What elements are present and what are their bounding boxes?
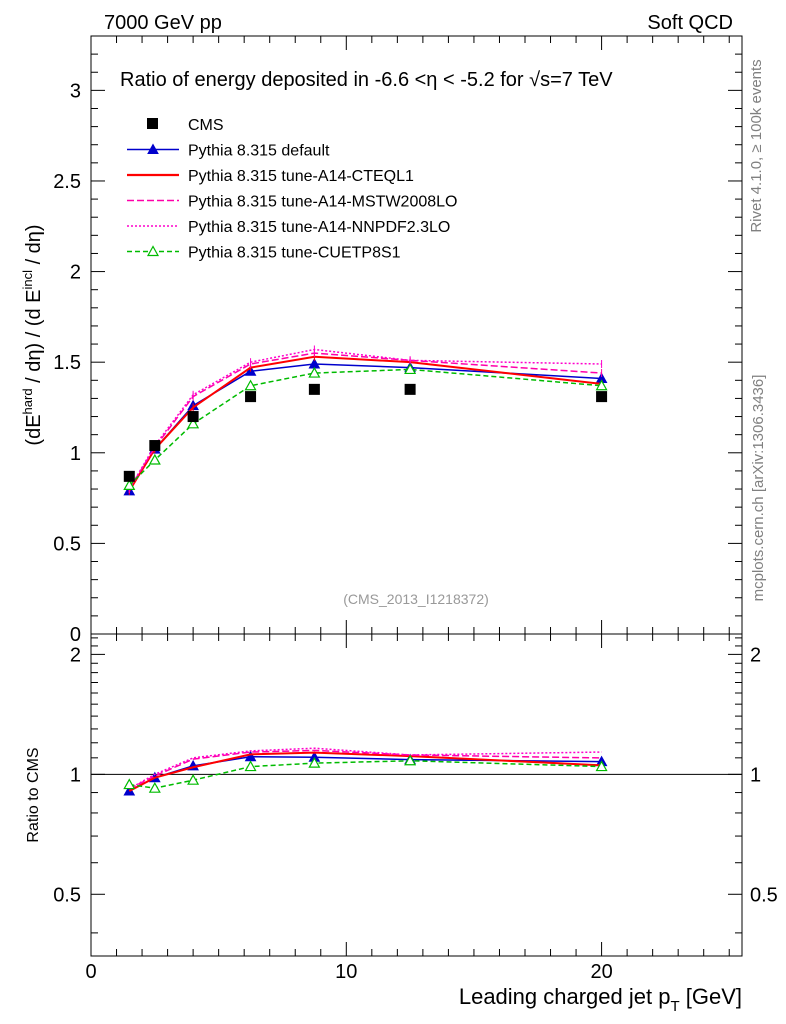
ratio-series-marker: [595, 760, 608, 772]
legend-label-1: Pythia 8.315 tune-A14-CTEQL1: [188, 168, 414, 185]
data-points: [123, 383, 608, 482]
mcplots-label: mcplots.cern.ch [arXiv:1306.3436]: [750, 375, 767, 602]
cms-data-point: [245, 391, 257, 403]
header-left: 7000 GeV pp: [104, 12, 222, 34]
header-right: Soft QCD: [647, 12, 733, 34]
series-marker: [308, 366, 321, 378]
series-marker: [595, 379, 608, 391]
legend: CMS Pythia 8.315 default Pythia 8.315 tune…: [127, 117, 457, 262]
legend-label-2: Pythia 8.315 tune-A14-MSTW2008LO: [188, 194, 457, 211]
ratio-axis-ticks: [90, 36, 742, 956]
legend-label-data: CMS: [188, 117, 224, 134]
legend-label-0: Pythia 8.315 default: [188, 143, 330, 160]
cms-data-point: [123, 470, 135, 482]
ratio-series-marker: [244, 760, 257, 772]
series-marker: [148, 453, 161, 465]
series-marker: [404, 363, 417, 375]
legend-marker-0: [147, 143, 159, 154]
ratio-y-tick-label-right: 1: [750, 764, 761, 786]
cms-data-point: [149, 440, 161, 452]
x-tick-label: 20: [590, 961, 612, 983]
y-axis-label: (dEhard / dη) / (d Eincl / dη): [20, 224, 45, 445]
ratio-y-tick-label: 2: [70, 644, 81, 666]
ratio-series-lines: [123, 747, 608, 796]
y-tick-label: 2.5: [53, 171, 81, 193]
ratio-tick-labels: 0.5 0.5 1 1 2 2: [53, 644, 778, 906]
x-tick-labels: 0 10 20: [85, 961, 612, 983]
cms-data-point: [596, 391, 608, 403]
main-axis-ticks: [90, 53, 742, 648]
ratio-y-tick-label-right: 2: [750, 644, 761, 666]
y-tick-label: 0.5: [53, 533, 81, 555]
x-tick-label: 0: [85, 961, 96, 983]
y-tick-labels: 0 0.5 1 1.5 2 2.5 3: [53, 80, 81, 646]
ratio-series-marker: [187, 773, 200, 785]
legend-marker-4: [146, 245, 160, 257]
cms-data-point: [404, 383, 416, 395]
analysis-watermark: (CMS_2013_I1218372): [343, 591, 489, 607]
ratio-y-tick-label: 0.5: [53, 884, 81, 906]
cms-data-point: [308, 383, 320, 395]
ratio-series-marker: [404, 754, 417, 766]
cms-data-point: [187, 411, 199, 423]
ratio-y-axis-label: Ratio to CMS: [25, 747, 42, 842]
series-marker: [123, 479, 136, 491]
y-tick-label: 1.5: [53, 352, 81, 374]
legend-marker-data: [147, 118, 158, 129]
ratio-series-marker: [123, 778, 136, 790]
x-tick-label: 10: [335, 961, 357, 983]
ratio-y-tick-label: 1: [70, 764, 81, 786]
chart-title: Ratio of energy deposited in -6.6 <η < -…: [120, 69, 613, 91]
series-marker: [187, 417, 200, 429]
x-axis-label: Leading charged jet pT [GeV]: [459, 984, 742, 1015]
y-tick-label: 2: [70, 262, 81, 284]
ratio-series-marker: [308, 756, 321, 768]
ratio-y-tick-label-right: 0.5: [750, 884, 778, 906]
ratio-series-marker: [148, 781, 161, 793]
rivet-label: Rivet 4.1.0, ≥ 100k events: [748, 59, 765, 232]
series-marker: [244, 379, 257, 391]
legend-label-3: Pythia 8.315 tune-A14-NNPDF2.3LO: [188, 219, 450, 236]
y-tick-label: 1: [70, 443, 81, 465]
y-tick-label: 3: [70, 80, 81, 102]
legend-label-4: Pythia 8.315 tune-CUETP8S1: [188, 245, 401, 262]
ratio-plot-frame: [90, 633, 743, 957]
y-tick-label: 0: [70, 624, 81, 646]
